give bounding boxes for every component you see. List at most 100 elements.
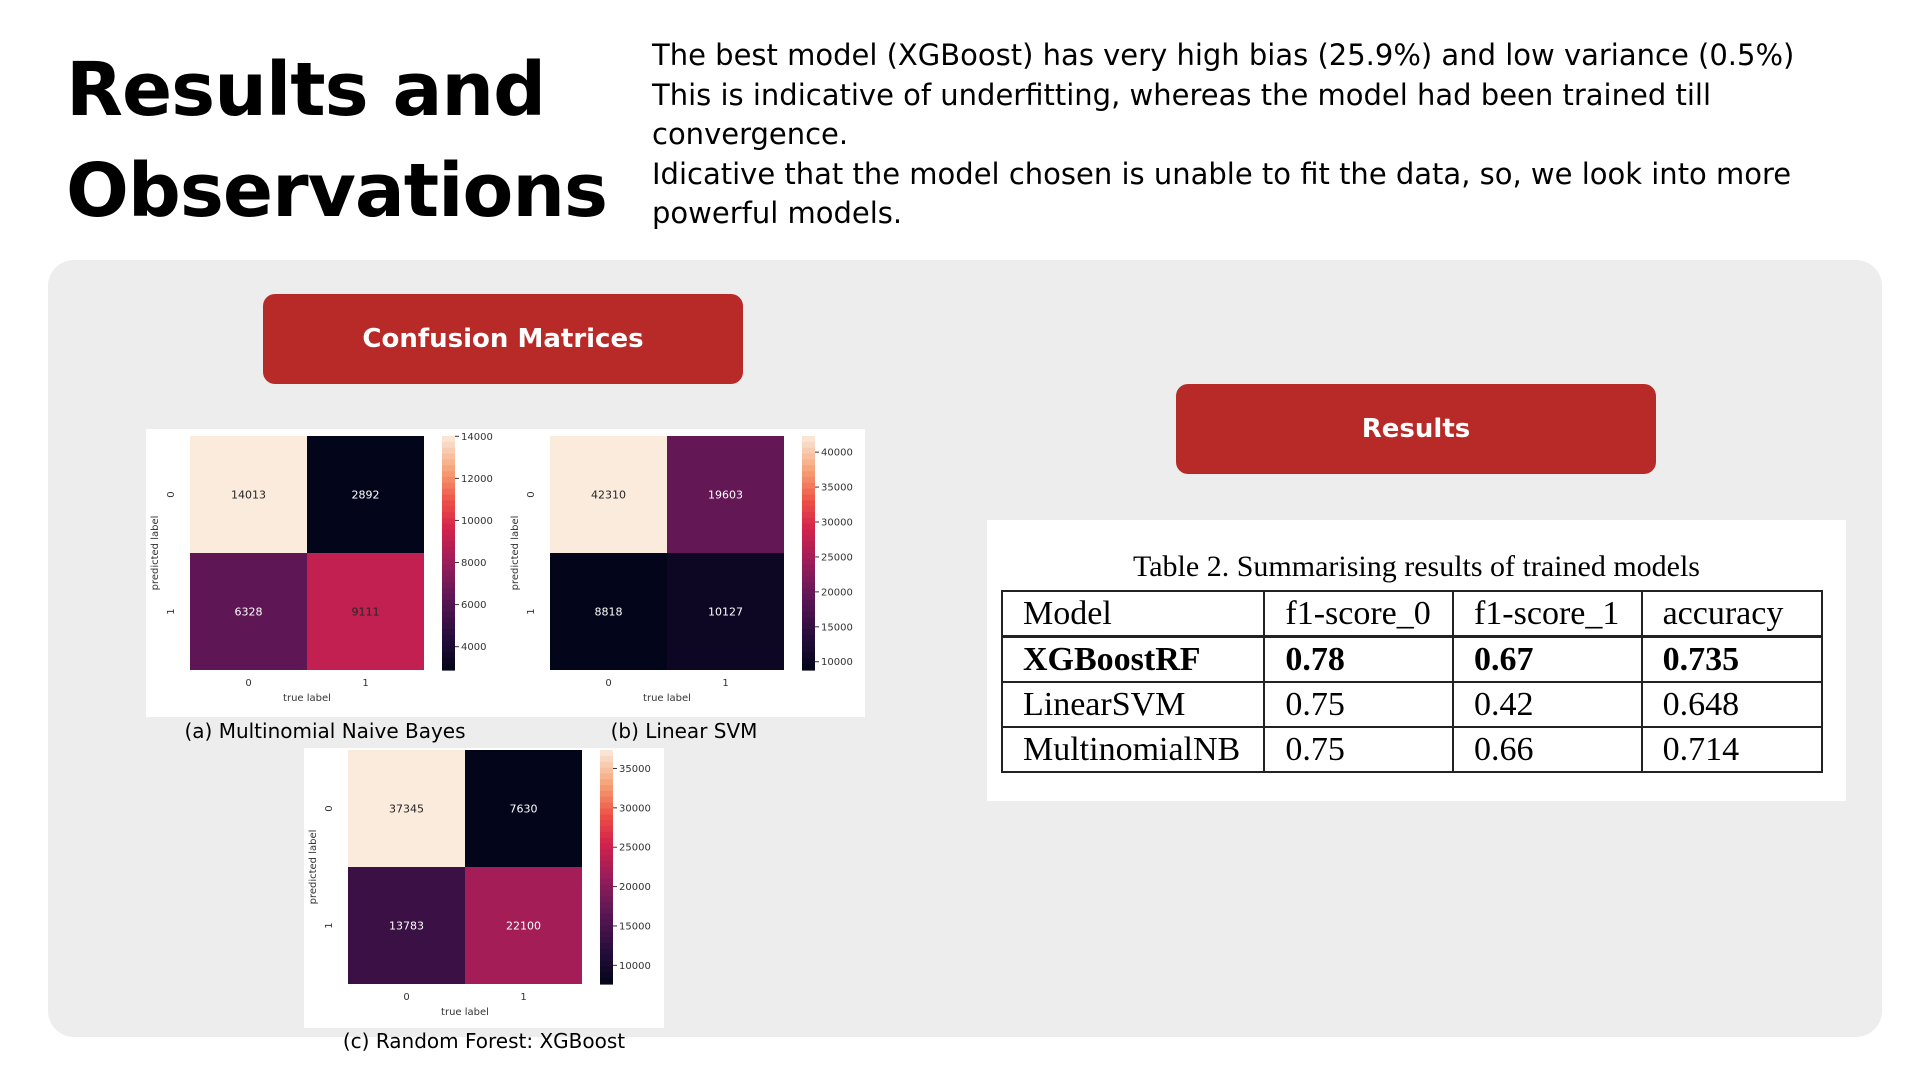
colorbar-segment: [442, 494, 455, 501]
x-tick-label: 1: [362, 678, 368, 689]
colorbar-segment: [600, 867, 613, 874]
table-cell: 0.714: [1640, 726, 1824, 773]
colorbar-segment: [802, 488, 815, 496]
colorbar-segment: [442, 658, 455, 665]
colorbar-segment: [442, 535, 455, 542]
colorbar-segment: [600, 779, 613, 786]
x-tick-label: 1: [520, 992, 526, 1003]
results-button[interactable]: Results: [1176, 384, 1656, 474]
colorbar-tick-label: 40000: [821, 448, 853, 459]
colorbar-segment: [442, 512, 455, 519]
colorbar-segment: [600, 820, 613, 827]
colorbar-segment: [802, 547, 815, 554]
colorbar-segment: [442, 629, 455, 636]
colorbar-segment: [600, 750, 613, 757]
table-cell: XGBoostRF: [1000, 635, 1266, 683]
colorbar-segment: [600, 837, 613, 845]
colorbar-segment: [802, 629, 815, 636]
colorbar-segment: [600, 796, 613, 804]
colorbar-tick-label: 10000: [619, 961, 651, 972]
y-tick-label: 1: [324, 922, 335, 928]
colorbar-segment: [802, 593, 815, 601]
table-row: XGBoostRF 0.78 0.67 0.735: [1000, 635, 1824, 683]
colorbar-segment: [600, 767, 613, 774]
cell-value-label: 14013: [231, 489, 266, 502]
colorbar-segment: [442, 664, 455, 671]
colorbar-segment: [802, 570, 815, 577]
colorbar-segment: [442, 623, 455, 630]
colorbar-segment: [442, 576, 455, 583]
caption-naive-bayes: (a) Multinomial Naive Bayes: [184, 719, 466, 743]
colorbar-segment: [600, 872, 613, 880]
colorbar-segment: [802, 652, 815, 659]
x-tick-label: 1: [722, 678, 728, 689]
x-axis-label: true label: [643, 693, 691, 704]
colorbar-tick-label: 6000: [461, 600, 486, 611]
cell-value-label: 19603: [708, 489, 743, 502]
colorbar-segment: [442, 453, 455, 460]
colorbar-segment: [802, 588, 815, 595]
colorbar-segment: [442, 588, 455, 595]
table-cell: 0.67: [1451, 635, 1643, 683]
cell-value-label: 6328: [235, 606, 263, 619]
page-title-line-1: Results and: [66, 47, 546, 133]
colorbar-segment: [802, 541, 815, 548]
colorbar-segment: [802, 599, 815, 607]
colorbar-segment: [802, 623, 815, 630]
colorbar-segment: [802, 576, 815, 583]
colorbar-tick-label: 25000: [619, 843, 651, 854]
confusion-matrix-linear-svm: 42310 19603 8818 10127 0 1 true label 0 1 predict…: [504, 429, 865, 717]
cell-value-label: 2892: [352, 489, 380, 502]
colorbar-segment: [442, 564, 455, 572]
colorbar-segment: [600, 948, 613, 956]
colorbar-segment: [802, 441, 815, 449]
table-row: MultinomialNB 0.75 0.66 0.714: [1000, 726, 1824, 773]
colorbar-segment: [442, 465, 455, 472]
heatmap-cell: [550, 436, 667, 553]
colorbar-segment: [600, 937, 613, 944]
colorbar-segment: [802, 634, 815, 642]
colorbar-segment: [600, 919, 613, 927]
colorbar-segment: [802, 459, 815, 466]
colorbar-tick-label: 30000: [821, 518, 853, 529]
colorbar-segment: [442, 646, 455, 654]
colorbar-segment: [442, 640, 455, 648]
confusion-matrices-button[interactable]: Confusion Matrices: [263, 294, 743, 384]
colorbar-segment: [442, 617, 455, 624]
colorbar-tick-label: 15000: [619, 921, 651, 932]
results-table-card: Table 2. Summarising results of trained …: [987, 520, 1846, 801]
colorbar-segment: [600, 913, 613, 921]
heatmap-linear-svm: 42310 19603 8818 10127 0 1 true label 0 1 predict…: [510, 436, 853, 704]
colorbar-segment: [442, 482, 455, 490]
heatmap-cell: [667, 553, 784, 670]
colorbar-segment: [802, 529, 815, 537]
column-header: f1-score_0: [1263, 590, 1454, 638]
colorbar-segment: [802, 617, 815, 624]
colorbar-tick-label: 20000: [821, 587, 853, 598]
colorbar-segment: [442, 570, 455, 577]
colorbar-segment: [442, 652, 455, 659]
colorbar-segment: [802, 512, 815, 519]
x-axis-label: true label: [283, 693, 331, 704]
colorbar-segment: [802, 658, 815, 665]
results-table: Model f1-score_0 f1-score_1 accuracy XGB…: [1000, 590, 1824, 773]
colorbar-segment: [600, 814, 613, 821]
colorbar-tick-label: 30000: [619, 803, 651, 814]
heatmap-cell: [667, 436, 784, 553]
colorbar-segment: [442, 447, 455, 455]
colorbar-segment: [802, 564, 815, 572]
colorbar-segment: [442, 441, 455, 449]
colorbar-segment: [600, 773, 613, 780]
colorbar-segment: [600, 849, 613, 856]
cell-value-label: 8818: [595, 606, 623, 619]
x-tick-label: 0: [245, 678, 251, 689]
colorbar-segment: [442, 476, 455, 484]
colorbar-segment: [802, 465, 815, 472]
colorbar-tick-label: 35000: [821, 483, 853, 494]
cell-value-label: 37345: [389, 803, 424, 816]
observation-underfitting: This is indicative of underfitting, wher…: [652, 77, 1711, 152]
colorbar-segment: [802, 500, 815, 507]
colorbar-segment: [442, 634, 455, 642]
colorbar-segment: [442, 605, 455, 613]
colorbar-segment: [802, 582, 815, 589]
